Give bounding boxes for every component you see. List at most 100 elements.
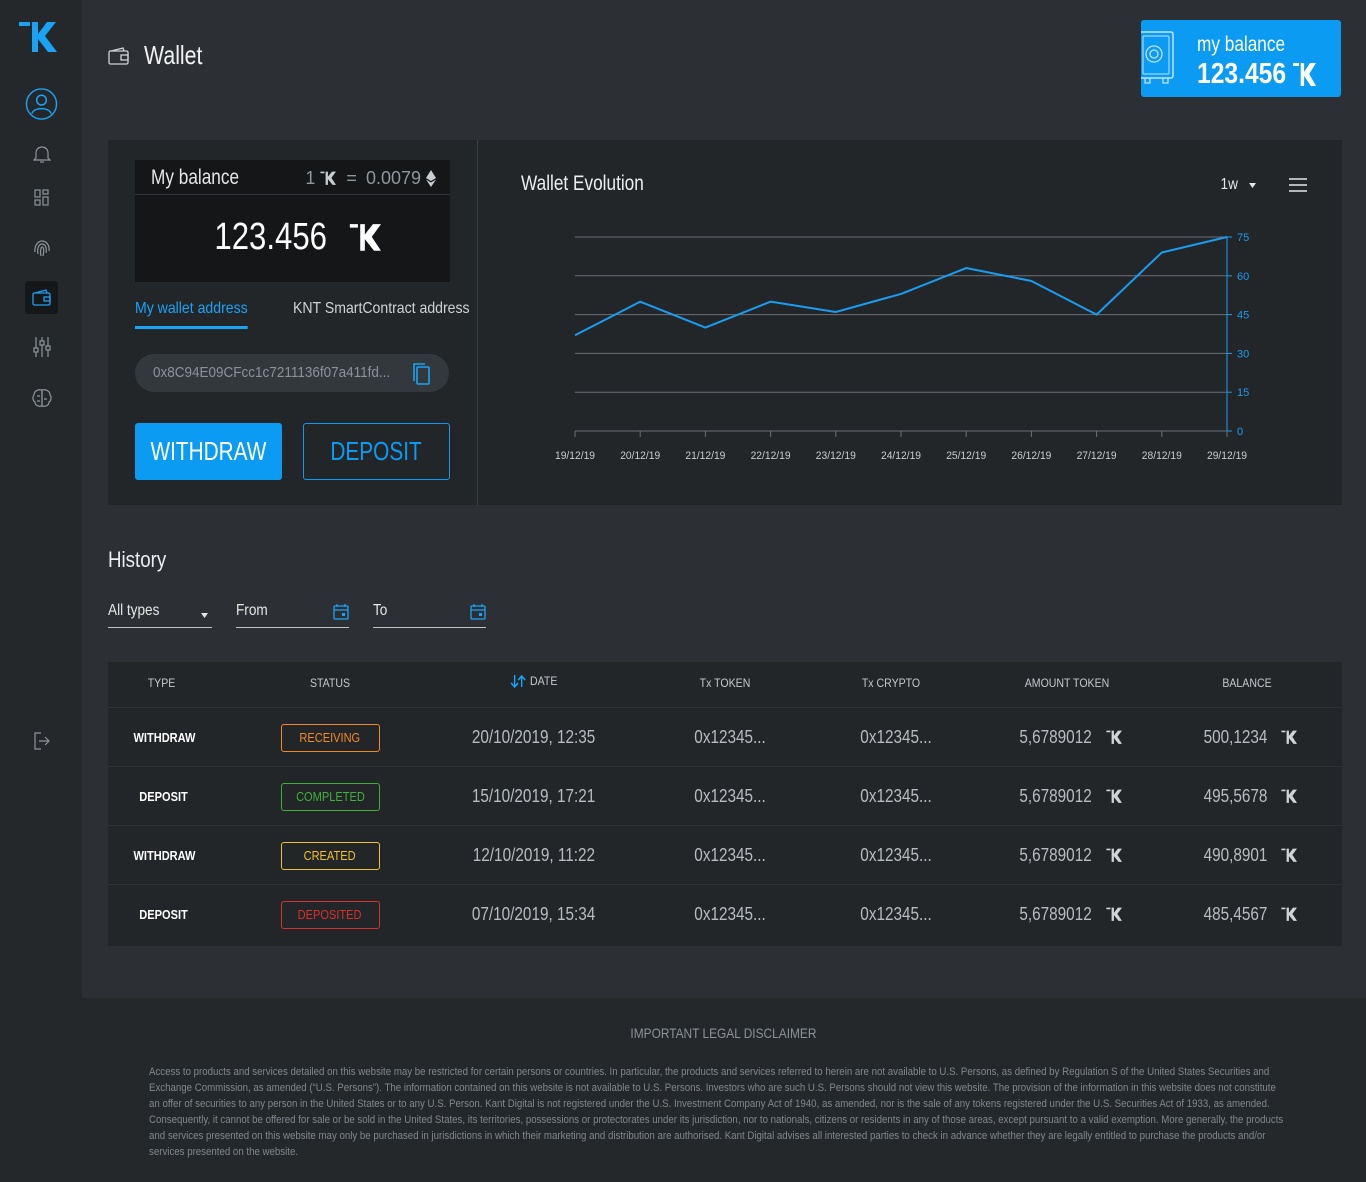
x-tick-label: 22/12/19 <box>751 450 791 462</box>
my-balance-box: My balance 1 = 0.0079 123.456 <box>135 160 450 282</box>
nav-ai[interactable] <box>25 381 58 414</box>
history-title: History <box>108 547 167 572</box>
nav-dashboard[interactable] <box>25 181 58 214</box>
my-balance-value: 123.456 <box>135 216 450 259</box>
calendar-icon[interactable] <box>470 604 486 620</box>
legal-footer: IMPORTANT LEGAL DISCLAIMER Access to pro… <box>80 998 1366 1182</box>
balance-value: 485,4567 <box>1203 904 1268 924</box>
row-type: WITHDRAW <box>133 730 195 745</box>
row-type: DEPOSIT <box>139 907 189 922</box>
row-balance: 495,5678 <box>1188 767 1308 826</box>
row-tx-crypto[interactable]: 0x12345... <box>860 727 932 747</box>
type-filter-value: All types <box>108 602 160 619</box>
kant-token-icon <box>320 171 337 185</box>
row-amount-token: 5,6789012 <box>998 708 1138 767</box>
range-select[interactable]: 1w <box>1219 176 1257 194</box>
row-tx-token[interactable]: 0x12345... <box>694 845 766 865</box>
column-header-tx-crypto[interactable]: Tx CRYPTO <box>861 676 921 690</box>
balance-value: 495,5678 <box>1203 786 1268 806</box>
column-header-amount-token[interactable]: AMOUNT TOKEN <box>1024 676 1110 690</box>
row-tx-token[interactable]: 0x12345... <box>694 727 766 747</box>
column-header-type[interactable]: TYPE <box>147 676 176 690</box>
x-tick-label: 28/12/19 <box>1142 450 1182 462</box>
column-header-balance[interactable]: BALANCE <box>1222 676 1272 690</box>
to-date-filter[interactable]: To <box>373 600 486 628</box>
balance-card-label: my balance <box>1197 33 1286 56</box>
from-date-filter[interactable]: From <box>236 600 349 628</box>
disclaimer-text: Access to products and services detailed… <box>149 1066 1284 1158</box>
table-row[interactable]: DEPOSIT COMPLETED 15/10/2019, 17:21 0x12345… <box>108 766 1342 825</box>
tab-my-wallet-address[interactable]: My wallet address <box>135 300 248 329</box>
nav-wallet[interactable] <box>25 281 58 314</box>
kant-token-icon <box>1281 730 1298 744</box>
column-header-status[interactable]: STATUS <box>309 676 351 690</box>
row-type: DEPOSIT <box>139 789 189 804</box>
x-tick-label: 23/12/19 <box>816 450 856 462</box>
logout-icon <box>33 731 50 750</box>
panel-divider <box>477 140 478 505</box>
column-header-date[interactable]: DATE <box>490 674 578 688</box>
x-tick-label: 19/12/19 <box>555 450 595 462</box>
status-badge: RECEIVING <box>280 723 380 752</box>
row-tx-crypto[interactable]: 0x12345... <box>860 904 932 924</box>
row-tx-crypto[interactable]: 0x12345... <box>860 845 932 865</box>
withdraw-button[interactable]: WITHDRAW <box>135 423 282 480</box>
wallet-panel: My balance 1 = 0.0079 123.456 My wallet … <box>108 140 1342 505</box>
chart-title: Wallet Evolution <box>521 172 644 195</box>
from-date-placeholder: From <box>236 602 268 619</box>
row-status: COMPLETED <box>280 767 380 826</box>
balance-card-amount: 123.456 <box>1197 58 1287 90</box>
my-balance-label: My balance <box>151 166 240 189</box>
row-tx-crypto[interactable]: 0x12345... <box>860 786 932 806</box>
table-row[interactable]: WITHDRAW CREATED 12/10/2019, 11:22 0x12345.… <box>108 825 1342 884</box>
kant-token-icon <box>1281 848 1298 862</box>
balance-card-value: 123.456 <box>1197 60 1317 89</box>
column-header-tx-token[interactable]: Tx TOKEN <box>699 676 751 690</box>
amount-value: 5,6789012 <box>1019 786 1092 806</box>
type-filter[interactable]: All types <box>108 600 212 628</box>
chart-menu-icon[interactable] <box>1289 178 1307 192</box>
kant-token-icon <box>350 223 382 251</box>
history-table: TYPE STATUS DATE Tx TOKEN Tx CRYPTO AMOU… <box>108 662 1342 946</box>
balance-card: my balance 123.456 <box>1141 20 1341 97</box>
row-tx-token[interactable]: 0x12345... <box>694 786 766 806</box>
kant-token-icon <box>1281 907 1298 921</box>
withdraw-label: WITHDRAW <box>150 436 267 466</box>
kant-logo-icon[interactable] <box>19 20 59 54</box>
sliders-icon <box>32 336 51 357</box>
nav-identity[interactable] <box>25 231 58 264</box>
copy-icon[interactable] <box>411 362 431 386</box>
deposit-label: DEPOSIT <box>330 436 423 466</box>
sort-icon[interactable] <box>511 674 527 688</box>
row-date: 15/10/2019, 17:21 <box>472 786 596 806</box>
row-amount-token: 5,6789012 <box>998 885 1138 944</box>
tab-smart-contract-address[interactable]: KNT SmartContract address <box>293 300 470 317</box>
kant-token-icon <box>1281 789 1298 803</box>
calendar-icon[interactable] <box>333 604 349 620</box>
disclaimer-title-text: IMPORTANT LEGAL DISCLAIMER <box>629 1025 817 1041</box>
nav-settings[interactable] <box>25 330 58 363</box>
nav-logout[interactable] <box>25 724 58 757</box>
row-date: 07/10/2019, 15:34 <box>472 904 596 924</box>
rate-equals: = <box>346 168 357 188</box>
dashboard-icon <box>33 188 49 206</box>
wallet-evolution-chart: 0 15 30 45 60 75 19/12/19 20/12/19 21/12/19 22/12… <box>555 232 1249 462</box>
my-balance-amount: 123.456 <box>214 216 327 258</box>
nav-profile[interactable] <box>25 87 58 120</box>
nav-notifications[interactable] <box>25 137 58 170</box>
wallet-address-field[interactable]: 0x8C94E09CFcc1c7211136f07a411fd... <box>135 354 449 392</box>
x-tick-label: 26/12/19 <box>1011 450 1051 462</box>
row-balance: 500,1234 <box>1188 708 1308 767</box>
status-badge: COMPLETED <box>280 782 380 811</box>
x-tick-label: 20/12/19 <box>620 450 660 462</box>
y-tick-label: 45 <box>1237 310 1249 322</box>
x-tick-label: 21/12/19 <box>685 450 725 462</box>
row-tx-token[interactable]: 0x12345... <box>694 904 766 924</box>
x-tick-label: 29/12/19 <box>1207 450 1247 462</box>
kant-token-icon <box>1292 62 1316 86</box>
balance-value: 500,1234 <box>1203 727 1268 747</box>
deposit-button[interactable]: DEPOSIT <box>303 423 450 480</box>
amount-value: 5,6789012 <box>1019 904 1092 924</box>
table-row[interactable]: DEPOSIT DEPOSITED 07/10/2019, 15:34 0x12345… <box>108 884 1342 943</box>
table-row[interactable]: WITHDRAW RECEIVING 20/10/2019, 12:35 0x1234… <box>108 707 1342 766</box>
